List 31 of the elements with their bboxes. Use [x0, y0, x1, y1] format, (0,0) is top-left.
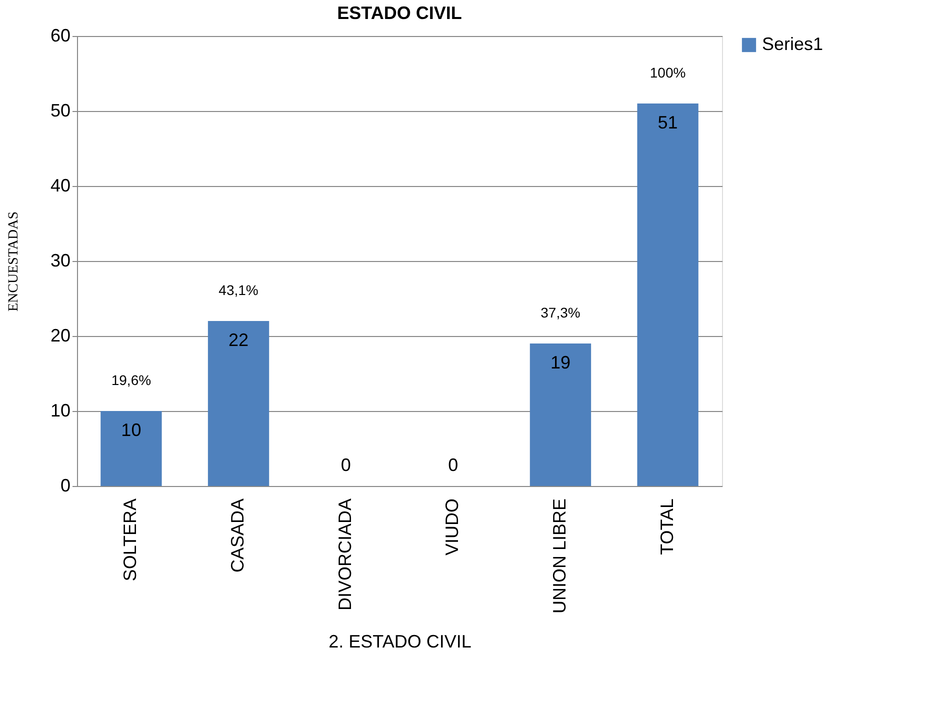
legend-label: Series1 — [762, 34, 824, 54]
chart-title: ESTADO CIVIL — [337, 3, 462, 23]
bar — [208, 321, 270, 486]
y-tick-label: 20 — [50, 326, 70, 346]
data-label: 22 — [228, 330, 249, 350]
y-tick-label: 0 — [60, 476, 70, 496]
x-tick-label: VIUDO — [442, 498, 462, 556]
annotation: 100% — [650, 64, 686, 80]
data-label: 0 — [448, 455, 458, 475]
bar — [530, 344, 592, 486]
annotation: 19,6% — [111, 372, 152, 388]
x-tick-label: SOLTERA — [120, 498, 140, 582]
x-tick-label: DIVORCIADA — [334, 498, 355, 611]
y-tick-label: 50 — [50, 100, 70, 120]
bar — [100, 411, 162, 486]
x-axis-title: 2. ESTADO CIVIL — [328, 632, 472, 652]
x-tick-label: CASADA — [228, 498, 248, 573]
y-axis-title: ENCUESTADAS — [6, 212, 22, 312]
x-tick-label: TOTAL — [656, 498, 677, 555]
y-tick-label: 40 — [50, 176, 70, 196]
annotation: 43,1% — [218, 282, 258, 298]
data-label: 0 — [340, 455, 351, 475]
y-tick-label: 60 — [50, 26, 70, 46]
data-label: 19 — [550, 352, 570, 372]
x-tick-label: UNION LIBRE — [549, 498, 570, 614]
annotation: 37,3% — [540, 304, 580, 320]
y-tick-label: 10 — [50, 400, 70, 420]
data-label: 10 — [121, 420, 142, 440]
data-label: 51 — [658, 112, 678, 132]
bar — [637, 104, 698, 486]
y-tick-label: 30 — [50, 250, 70, 270]
